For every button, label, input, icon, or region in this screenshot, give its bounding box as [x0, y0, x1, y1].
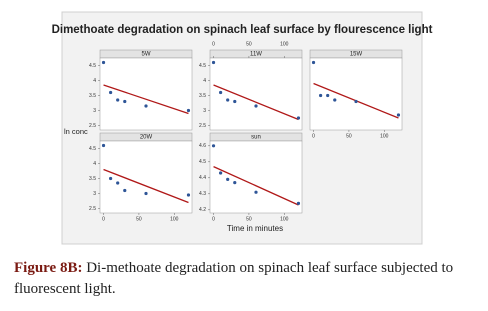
y-tick-label: 4.5	[89, 63, 96, 69]
figure-title: Dimethoate degradation on spinach leaf s…	[52, 24, 433, 36]
y-tick-label: 4.3	[199, 191, 206, 197]
x-tick-label: 0	[212, 41, 215, 47]
data-point	[226, 98, 230, 102]
data-point	[123, 99, 127, 104]
data-point	[123, 188, 127, 193]
data-point	[144, 104, 148, 108]
data-point	[101, 143, 106, 148]
x-tick-label: 50	[246, 41, 252, 47]
panel-plot	[309, 57, 403, 131]
panel-title: 5W	[142, 52, 151, 58]
x-tick-label: 100	[280, 216, 289, 222]
x-tick-label: 0	[212, 216, 215, 222]
panel-title: sun	[251, 135, 261, 141]
y-tick-label: 4.6	[199, 143, 206, 149]
data-point	[354, 99, 358, 104]
y-tick-label: 4	[93, 161, 96, 167]
data-point	[396, 113, 401, 117]
data-point	[116, 98, 120, 102]
x-tick-label: 100	[280, 41, 289, 47]
fit-line	[103, 168, 189, 204]
y-tick-label: 2.5	[199, 123, 206, 129]
data-point	[211, 60, 216, 65]
panel-title: 11W	[250, 52, 262, 58]
data-point	[233, 181, 237, 185]
y-tick-label: 2.5	[89, 123, 96, 129]
data-point	[233, 99, 237, 104]
y-tick-label: 4.5	[89, 146, 96, 152]
data-point	[226, 177, 230, 181]
y-tick-label: 4.4	[199, 175, 206, 181]
y-tick-label: 4	[93, 78, 96, 84]
data-point	[211, 144, 216, 148]
panel-title: 20W	[140, 135, 153, 141]
data-point	[333, 98, 337, 102]
y-tick-label: 3.5	[89, 176, 96, 182]
data-point	[319, 93, 323, 98]
data-point	[254, 104, 258, 108]
data-point	[116, 181, 120, 185]
y-tick-label: 3.5	[199, 93, 206, 99]
panel-plot	[99, 140, 193, 214]
y-tick-label: 3.5	[89, 93, 96, 99]
data-point	[326, 93, 330, 98]
data-point	[109, 90, 113, 95]
caption: Figure 8B: Di-methoate degradation on sp…	[14, 258, 474, 300]
panel-plot	[209, 57, 303, 131]
data-point	[219, 171, 223, 175]
data-point	[219, 90, 223, 95]
figure: Dimethoate degradation on spinach leaf s…	[52, 11, 433, 245]
panel-plot	[99, 57, 193, 131]
x-tick-label: 100	[380, 133, 389, 139]
data-point	[311, 60, 316, 65]
fit-line	[213, 166, 299, 206]
y-tick-label: 4.5	[199, 63, 206, 69]
data-point	[254, 190, 258, 194]
panel-plot	[209, 140, 303, 214]
y-tick-label: 4.5	[199, 159, 206, 165]
y-tick-label: 2.5	[89, 206, 96, 212]
data-point	[109, 176, 113, 181]
x-tick-label: 0	[312, 133, 315, 139]
x-tick-label: 50	[136, 216, 142, 222]
x-axis-label: Time in minutes	[227, 224, 283, 233]
caption-label: Figure 8B:	[14, 260, 83, 276]
panel-title: 15W	[350, 52, 363, 58]
y-tick-label: 4.2	[199, 207, 206, 213]
data-point	[186, 193, 191, 197]
x-tick-label: 100	[170, 216, 179, 222]
fit-line	[103, 84, 189, 115]
fit-line	[213, 84, 299, 121]
y-tick-label: 3	[93, 191, 96, 197]
caption-text: Di-methoate degradation on spinach leaf …	[14, 260, 454, 297]
data-point	[186, 108, 191, 113]
y-axis-label: ln conc	[64, 127, 88, 136]
x-tick-label: 0	[102, 216, 105, 222]
x-tick-label: 50	[246, 216, 252, 222]
y-tick-label: 3	[203, 108, 206, 114]
data-point	[144, 191, 148, 196]
x-tick-label: 50	[346, 133, 352, 139]
y-tick-label: 3	[93, 108, 96, 114]
y-tick-label: 4	[203, 78, 206, 84]
data-point	[296, 116, 301, 120]
data-point	[296, 201, 301, 205]
data-point	[101, 60, 106, 65]
